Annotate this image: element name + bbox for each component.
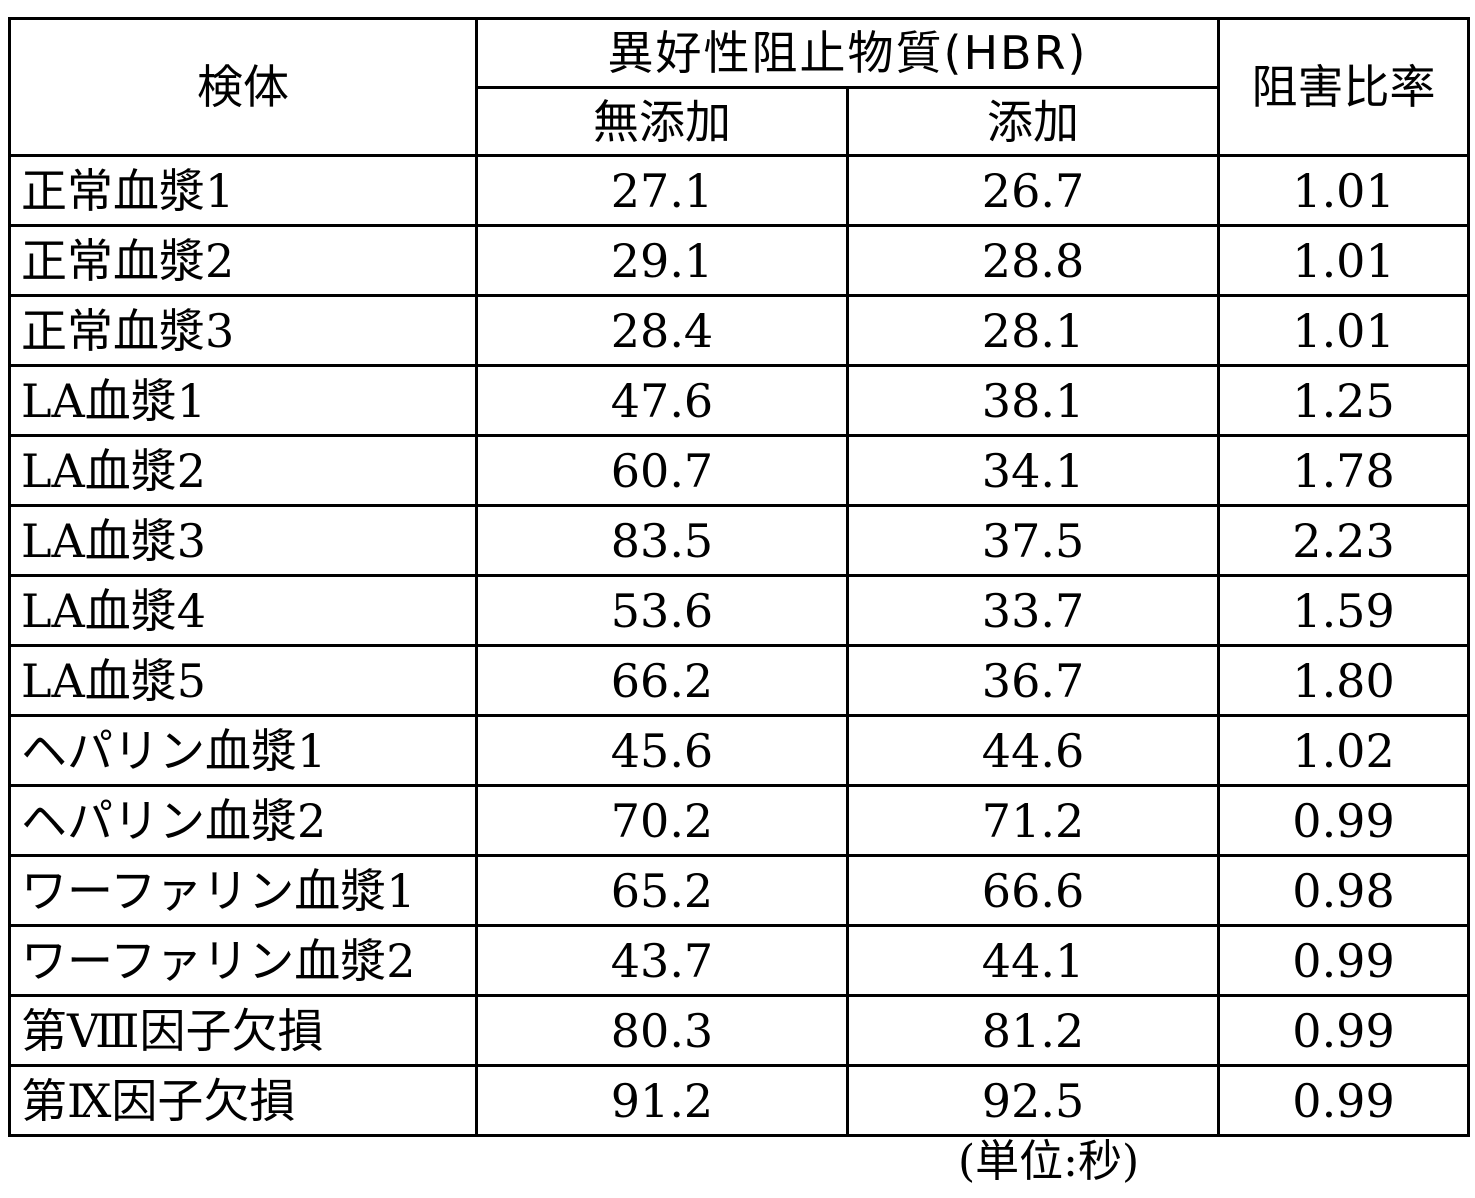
without-additive-cell: 28.4 [477,296,848,366]
with-additive-cell: 44.1 [848,926,1219,996]
inhibition-ratio-cell: 0.99 [1219,926,1469,996]
specimen-name-cell: 正常血漿1 [10,156,477,226]
table-row: 正常血漿127.126.71.01 [10,156,1469,226]
table-row: 正常血漿229.128.81.01 [10,226,1469,296]
with-additive-cell: 28.1 [848,296,1219,366]
without-additive-cell: 70.2 [477,786,848,856]
specimen-name-cell: ワーファリン血漿2 [10,926,477,996]
specimen-name-cell: LA血漿5 [10,646,477,716]
with-additive-cell: 92.5 [848,1066,1219,1136]
without-additive-cell: 65.2 [477,856,848,926]
specimen-name-cell: LA血漿4 [10,576,477,646]
without-additive-cell: 43.7 [477,926,848,996]
without-additive-cell: 53.6 [477,576,848,646]
header-specimen: 検体 [10,19,477,156]
inhibition-ratio-cell: 1.01 [1219,156,1469,226]
table-row: LA血漿260.734.11.78 [10,436,1469,506]
without-additive-cell: 47.6 [477,366,848,436]
specimen-name-cell: LA血漿3 [10,506,477,576]
with-additive-cell: 33.7 [848,576,1219,646]
header-hbr-group: 異好性阻止物質(HBR) [477,19,1219,88]
inhibition-ratio-cell: 0.98 [1219,856,1469,926]
results-table: 検体 異好性阻止物質(HBR) 阻害比率 無添加 添加 正常血漿127.126.… [8,17,1470,1137]
specimen-name-cell: ワーファリン血漿1 [10,856,477,926]
table-row: 第Ⅷ因子欠損80.381.20.99 [10,996,1469,1066]
inhibition-ratio-cell: 1.59 [1219,576,1469,646]
without-additive-cell: 45.6 [477,716,848,786]
without-additive-cell: 66.2 [477,646,848,716]
table-row: ヘパリン血漿270.271.20.99 [10,786,1469,856]
specimen-name-cell: 正常血漿3 [10,296,477,366]
with-additive-cell: 28.8 [848,226,1219,296]
header-with-additive: 添加 [848,88,1219,156]
table-row: ワーファリン血漿243.744.10.99 [10,926,1469,996]
inhibition-ratio-cell: 0.99 [1219,786,1469,856]
inhibition-ratio-cell: 0.99 [1219,996,1469,1066]
without-additive-cell: 60.7 [477,436,848,506]
table-row: 第Ⅸ因子欠損91.292.50.99 [10,1066,1469,1136]
without-additive-cell: 91.2 [477,1066,848,1136]
inhibition-ratio-cell: 1.25 [1219,366,1469,436]
specimen-name-cell: 第Ⅸ因子欠損 [10,1066,477,1136]
unit-note: (単位:秒) [958,1140,1139,1184]
with-additive-cell: 36.7 [848,646,1219,716]
with-additive-cell: 71.2 [848,786,1219,856]
with-additive-cell: 37.5 [848,506,1219,576]
inhibition-ratio-cell: 1.01 [1219,296,1469,366]
header-inhibition-ratio: 阻害比率 [1219,19,1469,156]
specimen-name-cell: 第Ⅷ因子欠損 [10,996,477,1066]
inhibition-ratio-cell: 1.80 [1219,646,1469,716]
with-additive-cell: 34.1 [848,436,1219,506]
inhibition-ratio-cell: 2.23 [1219,506,1469,576]
table-row: LA血漿566.236.71.80 [10,646,1469,716]
without-additive-cell: 27.1 [477,156,848,226]
specimen-name-cell: 正常血漿2 [10,226,477,296]
without-additive-cell: 83.5 [477,506,848,576]
header-row-1: 検体 異好性阻止物質(HBR) 阻害比率 [10,19,1469,88]
specimen-name-cell: LA血漿2 [10,436,477,506]
without-additive-cell: 29.1 [477,226,848,296]
with-additive-cell: 66.6 [848,856,1219,926]
table-row: LA血漿147.638.11.25 [10,366,1469,436]
specimen-name-cell: ヘパリン血漿2 [10,786,477,856]
specimen-name-cell: LA血漿1 [10,366,477,436]
header-without-additive: 無添加 [477,88,848,156]
inhibition-ratio-cell: 1.78 [1219,436,1469,506]
with-additive-cell: 26.7 [848,156,1219,226]
table-row: ワーファリン血漿165.266.60.98 [10,856,1469,926]
inhibition-ratio-cell: 1.02 [1219,716,1469,786]
with-additive-cell: 81.2 [848,996,1219,1066]
table-row: LA血漿453.633.71.59 [10,576,1469,646]
inhibition-ratio-cell: 1.01 [1219,226,1469,296]
with-additive-cell: 44.6 [848,716,1219,786]
with-additive-cell: 38.1 [848,366,1219,436]
table-row: 正常血漿328.428.11.01 [10,296,1469,366]
table-row: ヘパリン血漿145.644.61.02 [10,716,1469,786]
without-additive-cell: 80.3 [477,996,848,1066]
specimen-name-cell: ヘパリン血漿1 [10,716,477,786]
inhibition-ratio-cell: 0.99 [1219,1066,1469,1136]
table-row: LA血漿383.537.52.23 [10,506,1469,576]
